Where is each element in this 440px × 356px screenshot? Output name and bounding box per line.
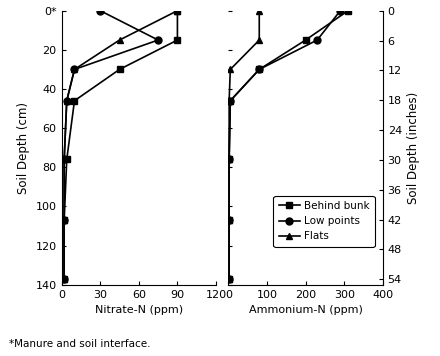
Flats	[227, 218, 232, 222]
Flats	[62, 157, 67, 162]
Low points	[227, 277, 232, 281]
Behind bunk	[62, 277, 67, 281]
Y-axis label: Soil Depth (inches): Soil Depth (inches)	[407, 91, 421, 204]
Y-axis label: Soil Depth (cm): Soil Depth (cm)	[17, 102, 30, 194]
Low points	[62, 157, 67, 162]
Flats	[62, 277, 67, 281]
Line: Behind bunk: Behind bunk	[61, 7, 181, 282]
Line: Behind bunk: Behind bunk	[226, 7, 352, 282]
Low points	[98, 9, 103, 13]
Low points	[257, 67, 262, 72]
Behind bunk	[64, 157, 70, 162]
Low points	[62, 277, 67, 281]
Flats	[257, 38, 262, 42]
Low points	[227, 99, 233, 103]
Low points	[315, 38, 320, 42]
Flats	[117, 38, 122, 42]
Flats	[62, 218, 67, 222]
Legend: Behind bunk, Low points, Flats: Behind bunk, Low points, Flats	[274, 196, 374, 247]
Behind bunk	[227, 277, 232, 281]
Line: Flats: Flats	[61, 7, 181, 282]
Low points	[62, 218, 67, 222]
Flats	[257, 9, 262, 13]
Flats	[227, 99, 232, 103]
Behind bunk	[117, 67, 122, 72]
Behind bunk	[257, 67, 262, 72]
Low points	[72, 67, 77, 72]
Behind bunk	[175, 9, 180, 13]
Flats	[227, 157, 232, 162]
Behind bunk	[345, 9, 351, 13]
Low points	[155, 38, 161, 42]
Low points	[227, 218, 232, 222]
Behind bunk	[227, 99, 233, 103]
Flats	[64, 99, 70, 103]
Behind bunk	[227, 218, 232, 222]
X-axis label: Ammonium-N (ppm): Ammonium-N (ppm)	[249, 305, 363, 315]
Line: Flats: Flats	[226, 7, 263, 282]
X-axis label: Nitrate-N (ppm): Nitrate-N (ppm)	[95, 305, 183, 315]
Flats	[227, 277, 232, 281]
Text: *Manure and soil interface.: *Manure and soil interface.	[9, 339, 150, 349]
Flats	[175, 9, 180, 13]
Line: Low points: Low points	[226, 7, 344, 282]
Behind bunk	[227, 157, 232, 162]
Low points	[227, 157, 232, 162]
Behind bunk	[62, 218, 67, 222]
Behind bunk	[72, 99, 77, 103]
Flats	[72, 67, 77, 72]
Behind bunk	[303, 38, 308, 42]
Low points	[337, 9, 343, 13]
Flats	[227, 67, 233, 72]
Low points	[64, 99, 70, 103]
Line: Low points: Low points	[61, 7, 161, 282]
Behind bunk	[175, 38, 180, 42]
